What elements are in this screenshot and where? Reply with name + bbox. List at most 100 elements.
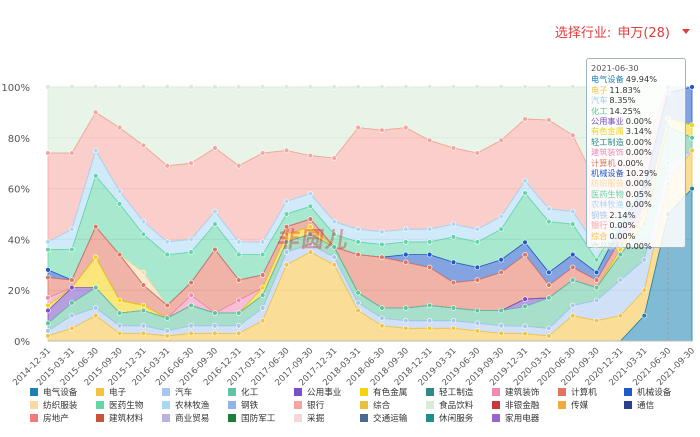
legend-item[interactable]: 采掘 [294, 412, 324, 424]
tooltip-row: 银行 0.00% [591, 220, 681, 230]
legend-swatch [360, 414, 368, 422]
legend-item[interactable]: 国防军工 [228, 412, 275, 424]
tooltip-row-label: 纺织服装 [591, 178, 624, 189]
data-point [426, 317, 433, 324]
tooltip-row-label: 汽车 [591, 95, 608, 106]
legend-label: 通信 [637, 401, 655, 411]
legend-item[interactable]: 汽车 [162, 386, 192, 398]
tooltip-row-value: 0.00% [625, 136, 652, 147]
legend-item[interactable]: 公用事业 [294, 386, 341, 398]
legend-swatch [492, 401, 500, 409]
legend-item[interactable]: 电子 [96, 386, 126, 398]
data-point [522, 190, 528, 196]
data-point [93, 312, 99, 319]
legend-swatch [426, 401, 434, 409]
data-point [69, 226, 75, 232]
data-point [212, 208, 218, 215]
watermark: 非圆儿 [275, 227, 352, 253]
tooltip-row-label: 机械设备 [591, 168, 624, 179]
data-point [379, 305, 385, 311]
legend-item[interactable]: 交通运输 [360, 412, 407, 424]
legend-item[interactable]: 有色金属 [360, 386, 407, 398]
data-point [498, 213, 504, 220]
data-point [307, 249, 314, 255]
data-point [331, 218, 337, 225]
data-point [498, 307, 504, 314]
legend-item[interactable]: 非银金融 [492, 399, 539, 411]
tooltip-row-value: 10.29% [625, 168, 657, 179]
data-point [593, 257, 600, 263]
data-point [116, 201, 123, 207]
legend-item[interactable]: 食品饮料 [426, 399, 473, 411]
legend-item[interactable]: 农林牧渔 [162, 399, 209, 411]
legend-item[interactable]: 银行 [294, 399, 324, 411]
data-point [116, 297, 123, 304]
data-point [522, 323, 528, 329]
data-point [355, 124, 361, 131]
tooltip-row-label: 有色金属 [591, 126, 624, 137]
legend-item[interactable]: 电气设备 [30, 386, 77, 398]
data-point [45, 328, 51, 334]
data-point [140, 323, 147, 329]
tooltip-row-value: 14.25% [609, 105, 641, 116]
legend-item[interactable]: 化工 [228, 386, 258, 398]
tooltip-row: 有色金属 3.14% [591, 126, 681, 136]
tooltip-row-label: 银行 [591, 220, 608, 231]
data-point [379, 241, 385, 248]
legend-label: 采掘 [307, 414, 325, 424]
data-point [522, 330, 528, 337]
legend-item[interactable]: 建筑材料 [96, 412, 143, 424]
legend-label: 有色金属 [373, 388, 408, 398]
data-point [498, 269, 504, 276]
data-point [426, 325, 433, 331]
legend-swatch [624, 388, 632, 396]
data-point [498, 257, 504, 263]
data-point [546, 333, 552, 339]
legend-item[interactable]: 钢铁 [228, 399, 258, 411]
legend-swatch [162, 388, 170, 396]
legend-item[interactable]: 医药生物 [96, 399, 143, 411]
data-point [474, 150, 481, 156]
data-point [236, 84, 242, 90]
data-point [236, 251, 242, 258]
data-point [522, 251, 528, 258]
tooltip-row-label: 化工 [591, 105, 608, 116]
data-point [450, 221, 457, 227]
legend-item[interactable]: 传媒 [558, 399, 588, 411]
data-point [355, 307, 361, 314]
legend-item[interactable]: 综合 [360, 399, 390, 411]
data-point [641, 312, 647, 319]
data-point [140, 269, 147, 276]
legend-item[interactable]: 通信 [624, 399, 654, 411]
legend-item[interactable]: 休闲服务 [426, 412, 473, 424]
data-point [69, 84, 75, 90]
legend-item[interactable]: 机械设备 [624, 386, 671, 398]
legend-swatch [360, 401, 368, 409]
legend-item[interactable]: 房地产 [30, 412, 69, 424]
legend-item[interactable]: 建筑装饰 [492, 386, 539, 398]
legend-swatch [558, 401, 566, 409]
data-point [522, 239, 528, 246]
data-point [69, 325, 75, 331]
legend-swatch [30, 414, 38, 422]
data-point [689, 185, 695, 192]
data-point [188, 279, 194, 286]
data-point [474, 277, 481, 283]
data-point [116, 310, 123, 316]
legend-label: 纺织服装 [43, 401, 78, 411]
data-point [617, 312, 624, 319]
legend-item[interactable]: 纺织服装 [30, 399, 77, 411]
legend-item[interactable]: 计算机 [558, 386, 597, 398]
legend-item[interactable]: 家用电器 [492, 412, 539, 424]
legend-item[interactable]: 轻工制造 [426, 386, 473, 398]
y-tick-label: 40% [8, 235, 30, 246]
data-point [570, 264, 576, 271]
data-point [331, 244, 337, 250]
industry-selector[interactable]: 选择行业: 申万(28) [555, 22, 690, 41]
data-point [331, 231, 337, 238]
data-point [236, 330, 242, 337]
tooltip-row: 化工 14.25% [591, 106, 681, 116]
data-point [593, 297, 600, 304]
legend-item[interactable]: 商业贸易 [162, 412, 209, 424]
tooltip-row-value: 11.83% [609, 84, 641, 95]
